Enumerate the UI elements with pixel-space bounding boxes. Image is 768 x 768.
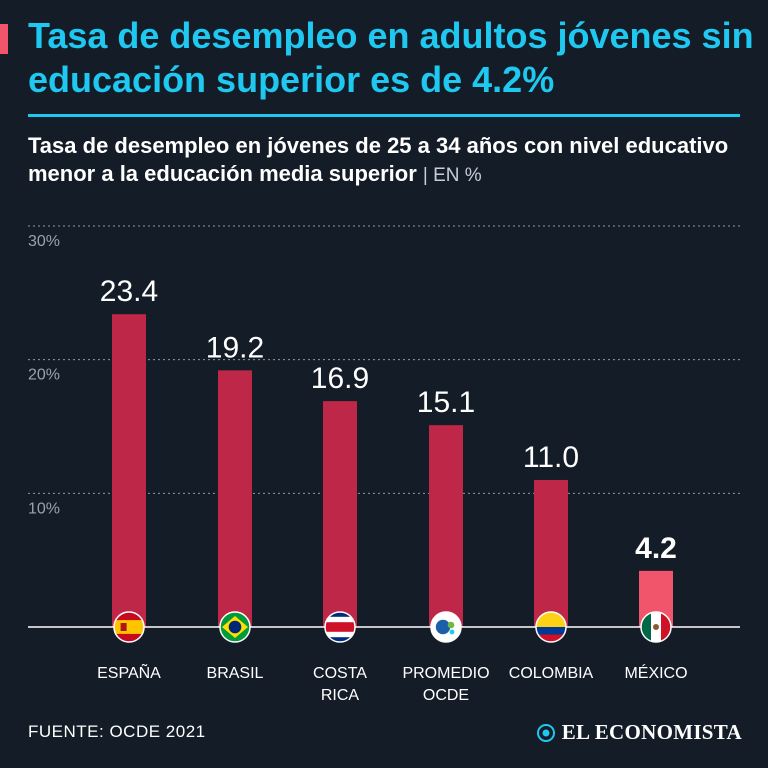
y-tick-label: 10% [28,500,60,517]
accent-tab [0,24,8,54]
headline-divider [28,114,740,117]
bar [218,370,252,627]
x-tick-label-line: COLOMBIA [509,665,594,682]
x-tick-label: COLOMBIA [509,665,594,682]
brazil-flag-icon [219,611,251,643]
oecd-logo-icon [430,611,462,643]
x-tick-label: BRASIL [207,665,264,682]
source-note: FUENTE: OCDE 2021 [28,722,206,741]
x-tick-label-line: PROMEDIO [402,665,489,682]
data-label: 4.2 [635,532,677,565]
spain-flag-icon [113,611,145,643]
subtitle-text: Tasa de desempleo en jóvenes de 25 a 34 … [28,133,729,186]
mexico-flag-icon [640,611,672,643]
costa-rica-flag-icon [324,611,356,643]
x-tick-label-line: MÉXICO [624,663,687,682]
unit-label: | EN % [422,165,482,186]
brand-name: EL ECONOMISTA [561,720,742,744]
x-tick-label-line: ESPAÑA [97,662,161,682]
x-tick-label: PROMEDIO OCDE [402,665,489,704]
data-label: 15.1 [417,386,475,419]
bar [534,479,568,627]
bar [323,401,357,627]
x-tick-label: ESPAÑA [97,662,161,682]
chart-subtitle: Tasa de desempleo en jóvenes de 25 a 34 … [28,132,758,190]
x-tick-label-line: COSTA [313,665,367,682]
colombia-flag-icon [535,611,567,643]
data-label: 23.4 [100,275,158,308]
bar [112,314,146,627]
x-tick-label-line: OCDE [423,687,469,704]
x-tick-label-line: RICA [321,687,360,704]
data-label: 11.0 [523,441,579,474]
headline: Tasa de desempleo en adultos jóvenes sin… [28,15,754,100]
brand-logo: EL ECONOMISTA [536,720,742,745]
brand-logo-icon [536,723,555,742]
x-tick-label-line: BRASIL [207,665,264,682]
data-label: 19.2 [206,331,264,364]
y-tick-label: 30% [28,233,60,250]
data-label: 16.9 [311,362,369,395]
y-tick-label: 20% [28,367,60,384]
bar [429,425,463,627]
x-tick-label: COSTA RICA [313,665,367,704]
x-tick-label: MÉXICO [624,663,687,682]
